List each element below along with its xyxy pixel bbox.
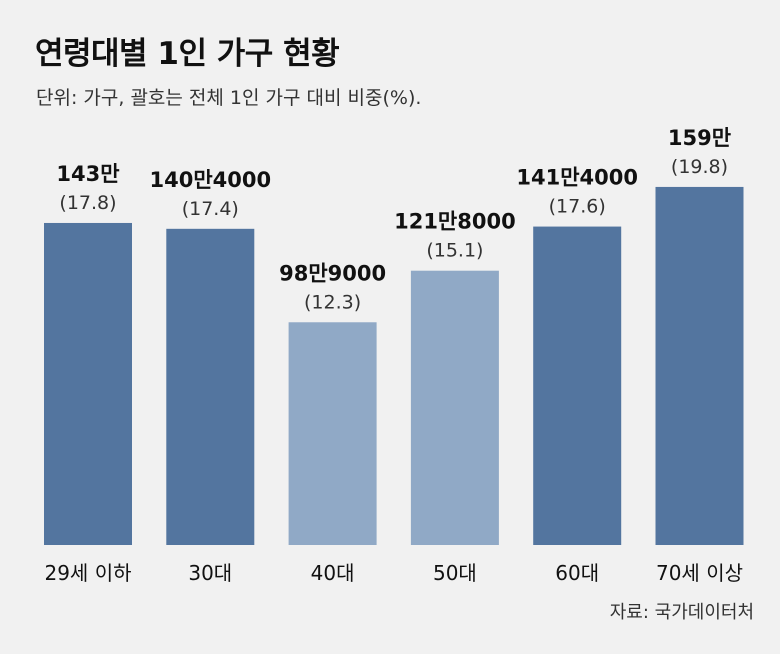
chart-title: 연령대별 1인 가구 현황 (35, 36, 340, 72)
value-label-4: 121만8000 (394, 210, 516, 234)
category-label-1: 29세 이하 (44, 561, 131, 585)
share-label-5: (17.6) (549, 196, 606, 218)
category-label-5: 60대 (555, 561, 599, 585)
bar-1 (44, 222, 132, 546)
category-label-3: 40대 (311, 561, 355, 585)
bar-6 (655, 186, 744, 545)
share-label-6: (19.8) (671, 156, 728, 178)
chart-subtitle: 단위: 가구, 괄호는 전체 1인 가구 대비 비중(%). (36, 87, 422, 109)
bar-4 (410, 270, 499, 545)
share-label-3: (12.3) (304, 291, 361, 313)
category-label-4: 50대 (433, 561, 477, 585)
bar-3 (288, 322, 377, 545)
value-label-2: 140만4000 (149, 168, 271, 192)
category-label-2: 30대 (188, 561, 232, 585)
bar-2 (166, 228, 255, 545)
category-label-6: 70세 이상 (656, 561, 743, 585)
share-label-2: (17.4) (182, 198, 239, 220)
bar-5 (533, 226, 622, 545)
share-label-1: (17.8) (59, 192, 116, 214)
share-label-4: (15.1) (426, 240, 483, 262)
value-label-3: 98만9000 (279, 261, 386, 285)
value-label-6: 159만 (668, 126, 731, 150)
value-label-5: 141만4000 (516, 166, 638, 190)
value-label-1: 143만 (56, 162, 119, 186)
source-note: 자료: 국가데이터처 (609, 602, 754, 623)
